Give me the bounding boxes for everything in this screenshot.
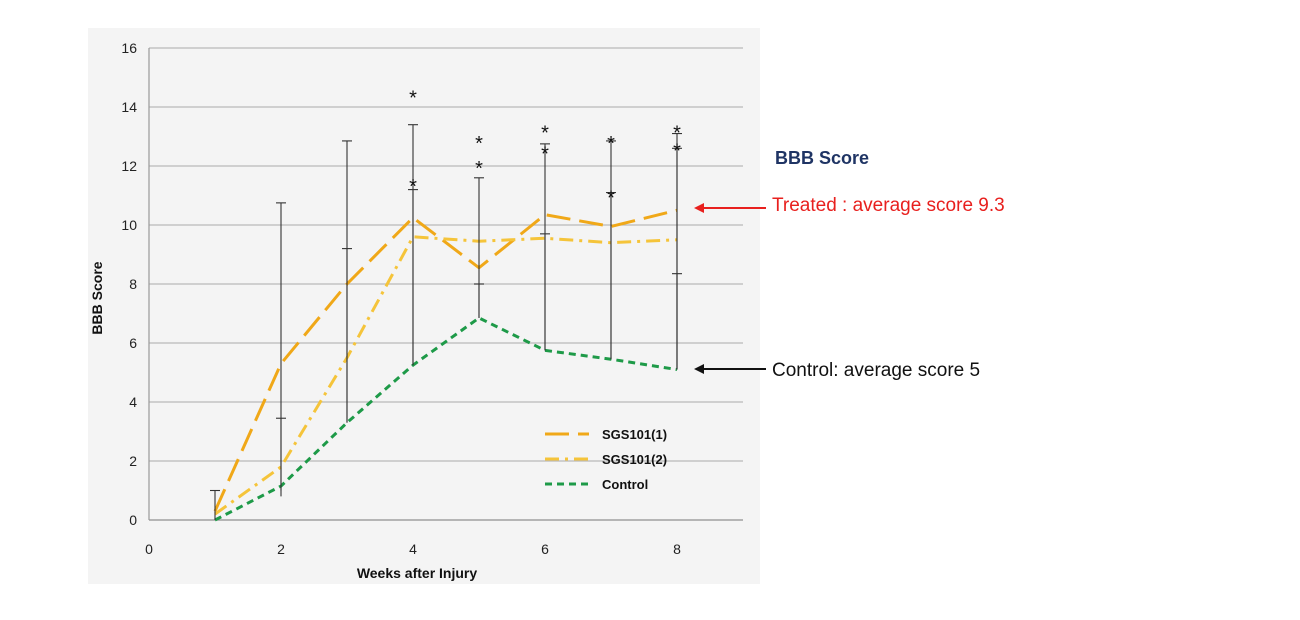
x-tick-label: 8 [673,541,681,557]
significance-star: * [673,123,681,145]
error-bar [342,248,352,423]
treated-annotation: Treated : average score 9.3 [772,195,1005,216]
chart-side-title: BBB Score [775,148,870,168]
significance-star: * [409,176,417,198]
error-bar [210,489,220,520]
y-tick-label: 6 [129,335,137,351]
legend-label: Control [602,477,648,492]
treated-arrow-icon [694,203,766,213]
y-tick-label: 10 [121,217,137,233]
significance-star: * [607,133,615,155]
significance-star: * [541,143,549,165]
x-tick-label: 6 [541,541,549,557]
y-tick-label: 4 [129,394,137,410]
y-tick-label: 12 [121,158,137,174]
significance-star: * [475,158,483,180]
series-line-sgs101-1- [213,208,678,512]
x-tick-label: 2 [277,541,285,557]
y-tick-label: 0 [129,512,137,528]
error-bar [276,417,286,491]
chart-area: 0 2 4 6 8 10 12 14 16 0 2 4 6 8 Weeks after Injury BBB … [88,28,760,584]
legend-label: SGS101(2) [602,452,667,467]
bbb-score-chart: 0 2 4 6 8 10 12 14 16 0 2 4 6 8 Weeks after Injury BBB … [89,40,743,581]
significance-star: * [475,133,483,155]
control-arrow-icon [694,364,766,374]
significance-star: * [409,87,417,109]
y-tick-label: 14 [121,99,137,115]
series-line-control [214,316,678,522]
x-tick-label: 4 [409,541,417,557]
error-bar [540,233,550,351]
error-bar [606,192,616,360]
y-tick-label: 8 [129,276,137,292]
x-axis-title: Weeks after Injury [357,565,478,581]
y-axis-title: BBB Score [89,261,105,334]
legend-label: SGS101(1) [602,427,667,442]
x-tick-label: 0 [145,541,153,557]
y-tick-label: 2 [129,453,137,469]
y-tick-label: 16 [121,40,137,56]
significance-star: * [607,188,615,210]
significance-star: * [673,140,681,162]
significance-star: * [541,123,549,145]
control-annotation: Control: average score 5 [772,360,981,381]
error-bar [672,273,682,370]
error-bar [474,283,484,318]
series-line-sgs101-2- [214,235,678,516]
error-bar [408,189,418,366]
